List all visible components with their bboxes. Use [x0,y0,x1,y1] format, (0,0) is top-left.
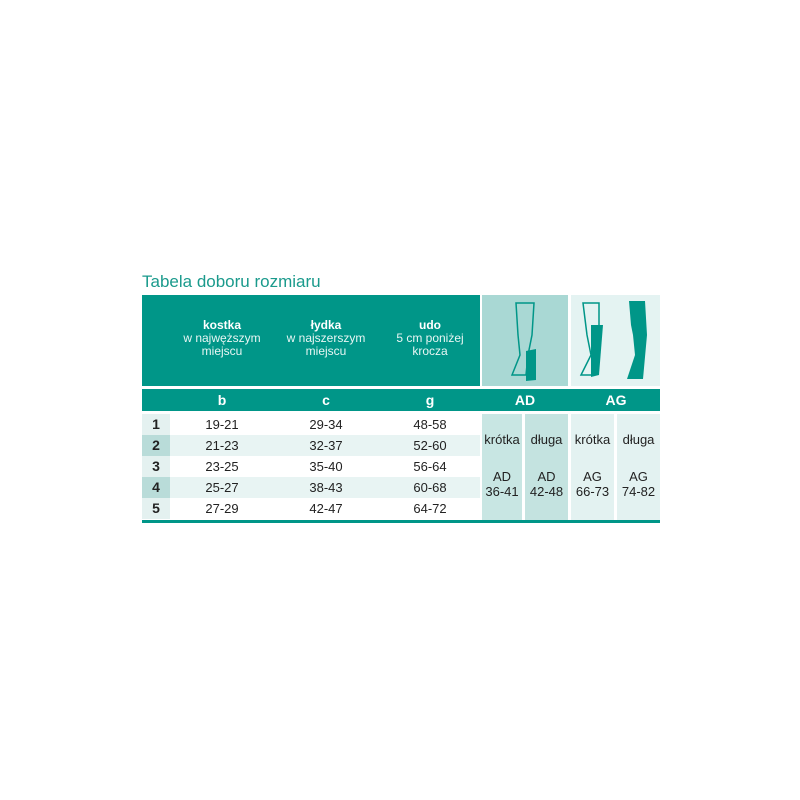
group-ag: AG [605,392,627,408]
letter-b: b [217,392,227,408]
letter-band: b c g AD AG [142,389,660,411]
variant-ag-long: długa AG 74-82 [617,414,660,520]
header-kostka: kostka w najwęższym miejscu [183,318,261,358]
letter-c: c [322,392,330,408]
page-title: Tabela doboru rozmiaru [142,272,321,291]
group-ad: AD [514,392,536,408]
knee-stocking-icon [482,295,568,386]
ag-stockings-icon [571,295,660,386]
table-row: 2 21-23 32-37 52-60 [142,435,480,456]
variant-ad-short: krótka AD 36-41 [482,414,522,520]
table-row: 3 23-25 35-40 56-64 [142,456,480,477]
variant-ad-long: długa AD 42-48 [525,414,568,520]
table-row: 1 19-21 29-34 48-58 [142,414,480,435]
table-row: 4 25-27 38-43 60-68 [142,477,480,498]
bottom-divider [142,520,660,523]
letter-g: g [425,392,435,408]
header-lydka: łydka w najszerszym miejscu [286,318,366,358]
table-row: 5 27-29 42-47 64-72 [142,498,480,519]
header-block [142,295,480,386]
variant-ag-short: krótka AG 66-73 [571,414,614,520]
header-udo: udo 5 cm poniżej krocza [396,318,464,358]
